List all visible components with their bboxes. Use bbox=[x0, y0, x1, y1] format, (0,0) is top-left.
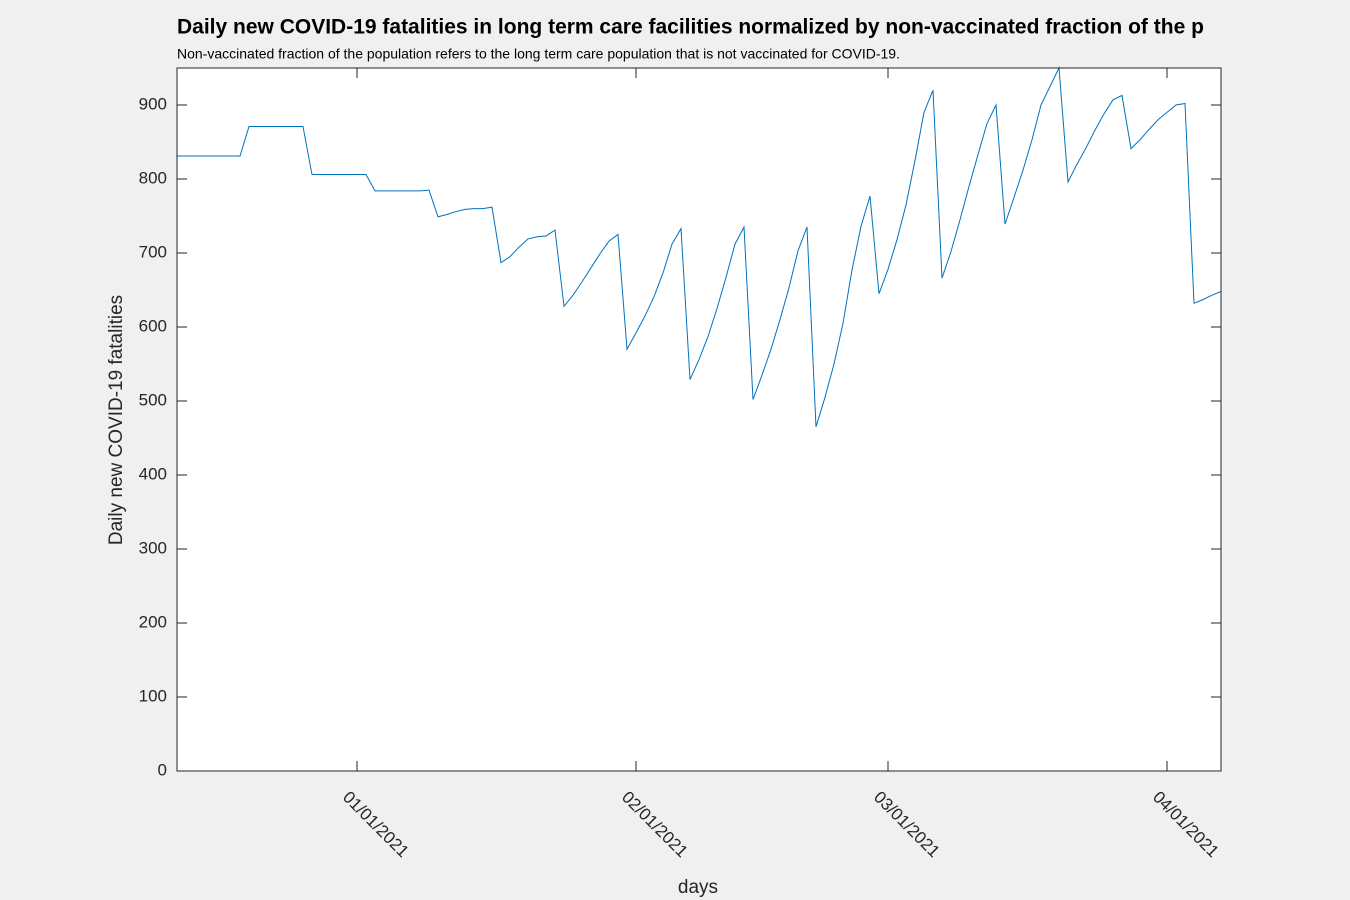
x-tick-label: 04/01/2021 bbox=[1149, 788, 1223, 862]
x-tick-label: 02/01/2021 bbox=[618, 788, 692, 862]
y-tick-label: 800 bbox=[139, 168, 167, 187]
y-tick-label: 600 bbox=[139, 316, 167, 335]
y-tick-label: 100 bbox=[139, 686, 167, 705]
x-axis-label: days bbox=[678, 877, 718, 898]
y-tick-label: 400 bbox=[139, 464, 167, 483]
y-axis-label: Daily new COVID-19 fatalities bbox=[106, 295, 127, 545]
x-tick-label: 03/01/2021 bbox=[870, 788, 944, 862]
x-tick-label: 01/01/2021 bbox=[339, 788, 413, 862]
y-tick-label: 0 bbox=[158, 760, 167, 779]
y-tick-label: 700 bbox=[139, 242, 167, 261]
y-tick-label: 900 bbox=[139, 94, 167, 113]
data-line bbox=[177, 66, 1222, 428]
y-tick-label: 200 bbox=[139, 612, 167, 631]
y-tick-label: 500 bbox=[139, 390, 167, 409]
plot-area bbox=[177, 68, 1221, 771]
plot-frame bbox=[176, 67, 1222, 772]
chart-title: Daily new COVID-19 fatalities in long te… bbox=[177, 16, 1204, 39]
chart-subtitle: Non-vaccinated fraction of the populatio… bbox=[177, 46, 900, 62]
y-tick-label: 300 bbox=[139, 538, 167, 557]
